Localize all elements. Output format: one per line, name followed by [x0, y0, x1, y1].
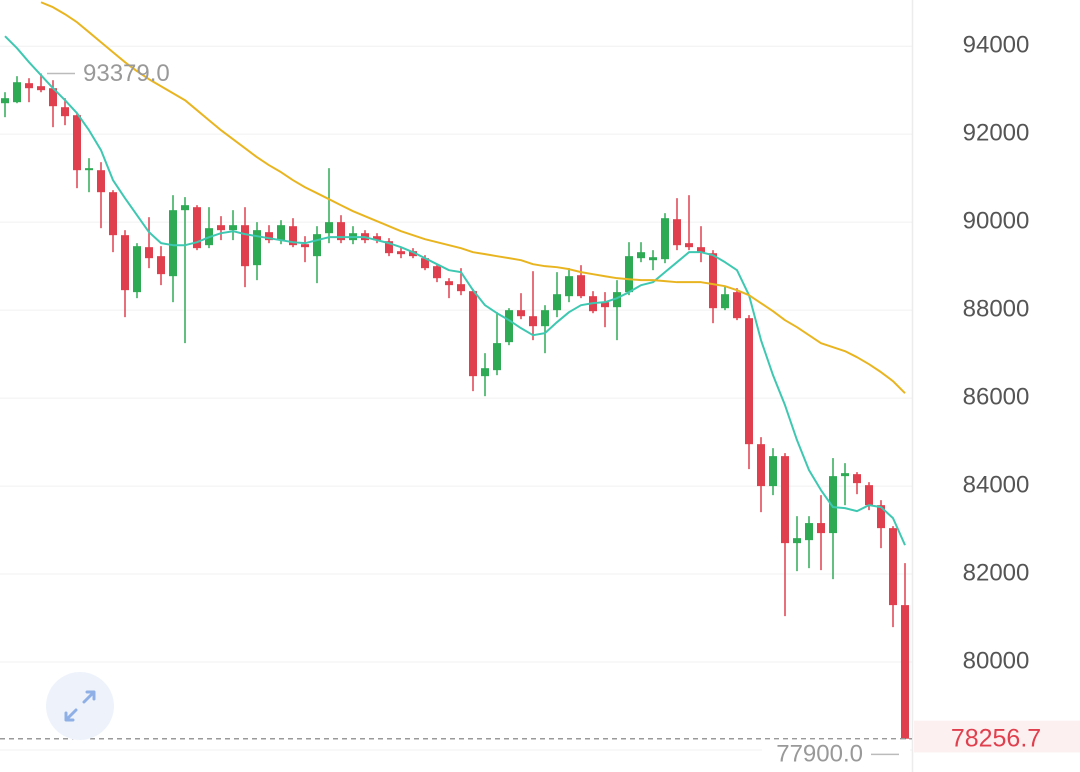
candle-body [121, 235, 129, 291]
candle-body [877, 505, 885, 529]
candle-body [541, 310, 549, 327]
candle-body [481, 368, 489, 377]
candle-body [733, 292, 741, 319]
candle-body [289, 226, 297, 246]
y-tick-label: 90000 [963, 207, 1030, 234]
y-tick-label: 84000 [963, 471, 1030, 498]
last-price-label: 78256.7 [951, 724, 1041, 752]
y-tick-label: 94000 [963, 32, 1030, 59]
candle-body [445, 281, 453, 286]
candle-body [61, 107, 69, 117]
candle-body [133, 246, 141, 293]
candle-body [685, 243, 693, 248]
candle-body [25, 83, 33, 89]
candle-body [301, 244, 309, 248]
candle-body [193, 207, 201, 249]
candle-body [169, 210, 177, 277]
candle-body [313, 234, 321, 257]
candle-body [109, 192, 117, 236]
candle-body [649, 257, 657, 261]
candle-body [469, 291, 477, 377]
candle-body [85, 168, 93, 171]
candle-body [97, 170, 105, 193]
candle-body [529, 316, 537, 327]
candle-body [613, 292, 621, 308]
candle-body [409, 251, 417, 257]
plot [1, 1, 909, 755]
candle-body [385, 241, 393, 254]
expand-button[interactable] [46, 672, 114, 740]
min-label: 77900.0 [776, 741, 863, 768]
candle-body [829, 476, 837, 534]
y-tick-label: 92000 [963, 120, 1030, 147]
moving-average-line [4, 35, 906, 546]
candle-body [505, 310, 513, 343]
candle-body [457, 284, 465, 292]
candle-body [13, 82, 21, 103]
y-tick-label: 82000 [963, 559, 1030, 586]
candle-body [49, 88, 57, 107]
candle-body [253, 230, 261, 266]
candle-body [493, 343, 501, 371]
candle-body [745, 318, 753, 445]
candle-body [421, 258, 429, 269]
candle-body [673, 219, 681, 246]
candle-body [37, 86, 45, 91]
candle-body [229, 225, 237, 231]
candle-body [853, 474, 861, 484]
candle-body [697, 247, 705, 253]
candle-body [757, 444, 765, 487]
candle-body [781, 456, 789, 544]
candle-body [517, 310, 525, 317]
y-tick-label: 88000 [963, 295, 1030, 322]
candle-body [277, 225, 285, 241]
last-price-tag-bg [914, 720, 1080, 757]
candle-body [817, 523, 825, 534]
candle-body [889, 528, 897, 606]
candle-body [769, 456, 777, 487]
y-tick-label: 86000 [963, 383, 1030, 410]
candle-body [265, 232, 273, 241]
candle-body [841, 473, 849, 477]
candle-body [793, 538, 801, 544]
candle-body [337, 222, 345, 241]
candle-body [577, 275, 585, 297]
candle-body [661, 218, 669, 260]
candle-body [721, 294, 729, 309]
candle-body [901, 605, 909, 739]
candle-body [217, 225, 225, 231]
candle-body [145, 247, 153, 259]
moving-average-line [40, 1, 906, 394]
candle-body [157, 256, 165, 275]
candle-body [181, 205, 189, 211]
min-label-axis-bg [914, 752, 1080, 772]
candle-body [397, 251, 405, 255]
candle-body [373, 236, 381, 241]
candle-body [625, 256, 633, 293]
candle-body [433, 266, 441, 279]
candle-body [601, 302, 609, 308]
candle-body [73, 115, 81, 171]
candle-body [637, 252, 645, 259]
max-label: 93379.0 [83, 60, 170, 87]
candle-body [1, 98, 9, 104]
candle-body [553, 294, 561, 311]
candle-body [865, 485, 873, 506]
candle-body [241, 225, 249, 267]
candle-body [709, 253, 717, 309]
y-tick-label: 80000 [963, 647, 1030, 674]
candle-body [805, 523, 813, 541]
grid [0, 45, 912, 751]
labels: 7800080000820008400086000880009000092000… [0, 32, 1080, 772]
candle-body [325, 222, 333, 234]
candle-body [565, 276, 573, 297]
